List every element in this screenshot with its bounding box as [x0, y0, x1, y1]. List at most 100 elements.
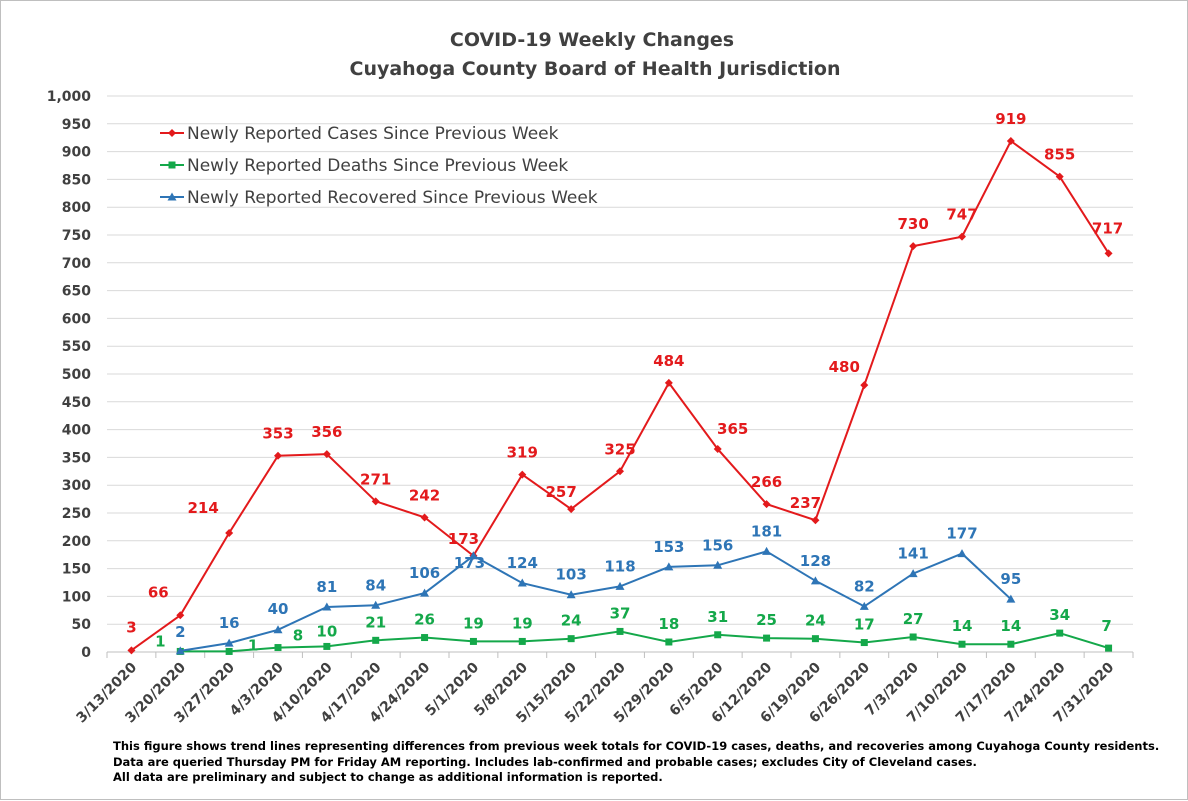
data-label: 2 — [175, 623, 185, 641]
y-tick-label: 250 — [62, 506, 91, 522]
y-tick-label: 700 — [62, 256, 91, 272]
data-label: 118 — [604, 557, 635, 575]
data-point — [127, 646, 136, 655]
data-point — [371, 497, 380, 506]
data-label: 141 — [897, 545, 928, 563]
footnote-line: This figure shows trend lines representi… — [113, 739, 1160, 753]
data-label: 319 — [507, 444, 538, 462]
data-label: 855 — [1044, 146, 1075, 164]
data-label: 27 — [903, 610, 924, 628]
legend-label: Newly Reported Cases Since Previous Week — [187, 124, 559, 144]
data-point — [811, 635, 819, 643]
data-label: 21 — [365, 613, 386, 631]
data-point — [371, 600, 381, 609]
data-point — [664, 378, 673, 387]
data-point — [225, 647, 233, 655]
data-point — [714, 631, 722, 639]
data-label: 173 — [454, 554, 485, 572]
data-point — [1056, 629, 1064, 637]
data-point — [909, 633, 917, 641]
data-label: 153 — [653, 538, 684, 556]
data-point — [713, 445, 722, 454]
y-tick-label: 1,000 — [47, 89, 92, 105]
data-label: 214 — [187, 499, 218, 517]
data-label: 34 — [1049, 606, 1070, 624]
y-tick-label: 550 — [62, 339, 91, 355]
data-label: 95 — [1000, 570, 1021, 588]
data-point — [762, 546, 772, 555]
data-point — [763, 634, 771, 642]
data-label: 37 — [610, 604, 631, 622]
data-point — [1006, 594, 1016, 603]
data-point — [224, 638, 234, 647]
data-point — [273, 625, 283, 634]
y-tick-label: 100 — [62, 589, 91, 605]
data-label: 24 — [561, 612, 582, 630]
data-point — [713, 560, 723, 569]
y-tick-label: 200 — [62, 534, 91, 550]
data-label: 271 — [360, 470, 391, 488]
data-label: 7 — [1101, 617, 1111, 635]
data-point — [566, 590, 576, 599]
data-point — [567, 505, 576, 514]
data-label: 66 — [148, 583, 169, 601]
data-point — [176, 611, 185, 620]
footnote-line: Data are queried Thursday PM for Friday … — [113, 754, 977, 769]
data-label: 356 — [311, 423, 342, 441]
data-label: 717 — [1092, 219, 1123, 237]
y-tick-label: 850 — [62, 172, 91, 188]
data-label: 480 — [829, 358, 860, 376]
data-point — [323, 642, 331, 650]
data-point — [664, 562, 674, 571]
data-label: 3 — [126, 618, 136, 636]
series-line — [180, 550, 1012, 652]
data-point — [517, 578, 527, 587]
data-point — [274, 451, 282, 460]
y-axis: 0 50 100 150 200 250 300 350 400 450 500 550 600 650 7… — [47, 89, 92, 661]
data-point — [372, 636, 380, 644]
data-label: 31 — [707, 608, 728, 626]
data-point — [909, 242, 918, 251]
data-label: 8 — [293, 627, 303, 645]
y-tick-label: 500 — [62, 367, 91, 383]
data-label: 17 — [854, 616, 875, 634]
data-label: 14 — [1000, 617, 1021, 635]
data-label: 14 — [952, 617, 973, 635]
data-label: 242 — [409, 486, 440, 504]
data-label: 26 — [414, 611, 435, 629]
legend-entry: Newly Reported Deaths Since Previous Wee… — [160, 156, 568, 176]
data-label: 747 — [946, 206, 977, 224]
data-point — [175, 646, 185, 655]
data-point — [1104, 249, 1113, 258]
data-label: 18 — [658, 615, 679, 633]
data-point — [322, 602, 332, 611]
y-tick-label: 300 — [62, 478, 91, 494]
series-line — [180, 630, 1109, 653]
data-label: 257 — [545, 483, 576, 501]
data-point — [1007, 640, 1015, 648]
footnote-line: All data are preliminary and subject to … — [113, 770, 663, 784]
data-label: 181 — [751, 522, 782, 540]
legend-label: Newly Reported Recovered Since Previous … — [187, 188, 598, 208]
y-tick-label: 800 — [62, 200, 91, 216]
data-label: 25 — [756, 611, 777, 629]
data-label: 40 — [268, 600, 289, 618]
data-point — [420, 513, 429, 522]
chart-title: COVID-19 Weekly Changes — [450, 29, 734, 51]
legend-label: Newly Reported Deaths Since Previous Wee… — [187, 156, 568, 176]
y-tick-label: 450 — [62, 395, 91, 411]
y-tick-label: 750 — [62, 228, 91, 244]
legend-entry: Newly Reported Recovered Since Previous … — [160, 188, 598, 208]
legend: Newly Reported Cases Since Previous Week… — [160, 124, 598, 208]
gridlines — [107, 95, 1133, 653]
y-tick-label: 950 — [62, 117, 91, 133]
data-point — [616, 467, 624, 476]
data-label: 237 — [790, 494, 821, 512]
y-tick-label: 400 — [62, 423, 91, 439]
data-label: 1 — [155, 632, 165, 650]
data-label: 173 — [448, 530, 479, 548]
data-point — [908, 569, 918, 578]
data-point — [762, 500, 771, 509]
